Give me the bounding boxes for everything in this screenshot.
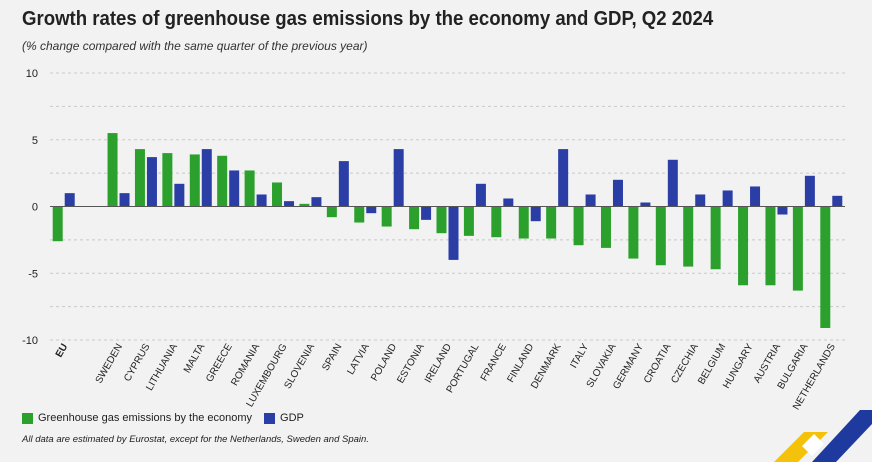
footnote: All data are estimated by Eurostat, exce… [22,434,369,445]
chart-title: Growth rates of greenhouse gas emissions… [22,8,714,30]
x-tick-label: IRELAND [423,342,454,385]
bar-gdp [311,197,322,207]
bar-emissions [244,170,255,207]
bar-emissions [710,206,721,270]
bar-gdp [832,195,843,207]
legend-item-gdp: GDP [264,412,304,424]
bar-gdp [393,149,404,207]
bar-emissions [765,206,776,286]
bar-emissions [463,206,474,236]
chart-subtitle: (% change compared with the same quarter… [22,39,368,53]
x-tick-label: ESTONIA [395,342,427,386]
bar-gdp [503,198,514,207]
bar-gdp [777,206,788,215]
y-tick-label: 5 [32,135,38,147]
legend-swatch-gdp [264,412,276,424]
bar-gdp [612,179,623,207]
y-tick-label: -5 [28,268,38,280]
x-tick-label: ITALY [568,342,591,371]
x-tick-label: EU [54,342,70,360]
bar-emissions [354,206,365,223]
bar-emissions [600,206,611,248]
bar-gdp [64,193,75,207]
bar-emissions [162,153,173,207]
bar-gdp [421,206,432,220]
bar-gdp [804,175,815,207]
bar-emissions [326,206,337,218]
bar-emissions [381,206,392,227]
bar-gdp [558,149,569,207]
bar-gdp [722,190,733,207]
y-tick-label: -10 [22,335,38,347]
y-tick-label: 10 [26,68,38,80]
legend-swatch-emissions [22,412,33,424]
bar-gdp [585,194,596,207]
x-tick-label: POLAND [369,342,399,383]
bar-gdp [284,201,295,207]
bar-emissions [272,182,283,207]
bar-gdp [338,161,349,207]
bar-gdp [229,170,240,207]
x-tick-label: FINLAND [505,342,536,385]
legend-label-emissions: Greenhouse gas emissions by the economy [38,412,253,424]
bar-gdp [366,206,377,214]
eurostat-logo-icon [774,410,872,462]
bar-gdp [448,206,459,260]
x-tick-label: CZECHIA [669,342,701,386]
y-tick-label: 0 [32,202,38,214]
bar-emissions [52,206,63,242]
legend-item-emissions: Greenhouse gas emissions by the economy [22,412,252,424]
bar-gdp [174,183,185,207]
bar-emissions [491,206,502,238]
bar-emissions [299,203,310,207]
x-tick-label: SWEDEN [94,342,125,386]
bar-gdp [256,194,267,207]
bar-gdp [530,206,541,222]
x-tick-label: CROATIA [642,342,674,386]
bar-emissions [573,206,584,246]
bar-gdp [667,159,678,207]
bar-emissions [189,154,200,207]
bar-emissions [107,133,118,207]
bar-emissions [409,206,420,230]
bar-gdp [750,186,761,207]
x-tick-label: AUSTRIA [752,342,783,385]
bar-emissions [546,206,557,239]
legend-label-gdp: GDP [280,412,304,424]
chart-legend: Greenhouse gas emissions by the economy … [22,412,316,424]
bar-gdp [640,202,651,207]
bar-emissions [518,206,529,239]
bar-emissions [217,155,228,207]
x-tick-label: GREECE [204,342,235,384]
x-tick-label: CYPRUS [122,342,153,384]
bar-emissions [134,149,145,207]
x-tick-label: MALTA [182,342,208,375]
x-tick-label: SPAIN [320,342,344,373]
bar-emissions [436,206,447,234]
bar-emissions [628,206,639,259]
x-tick-label: LATVIA [345,342,372,377]
bar-gdp [201,149,212,207]
bar-emissions [683,206,694,267]
bar-gdp [475,183,486,207]
bar-emissions [738,206,749,286]
bar-emissions [820,206,831,328]
x-tick-label: FRANCE [479,342,509,383]
bar-emissions [792,206,803,291]
bar-gdp [146,157,157,207]
bar-gdp [119,193,130,207]
bar-emissions [655,206,666,266]
bar-gdp [695,194,706,207]
